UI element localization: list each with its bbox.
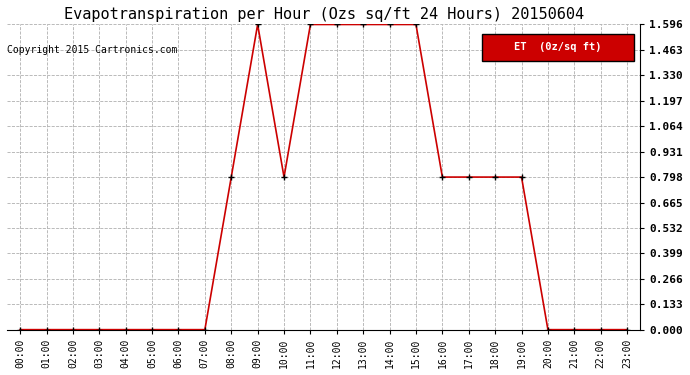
FancyBboxPatch shape [482, 34, 634, 61]
Title: Evapotranspiration per Hour (Ozs sq/ft 24 Hours) 20150604: Evapotranspiration per Hour (Ozs sq/ft 2… [63, 7, 584, 22]
Text: ET  (0z/sq ft): ET (0z/sq ft) [514, 42, 602, 52]
Text: Copyright 2015 Cartronics.com: Copyright 2015 Cartronics.com [7, 45, 177, 55]
